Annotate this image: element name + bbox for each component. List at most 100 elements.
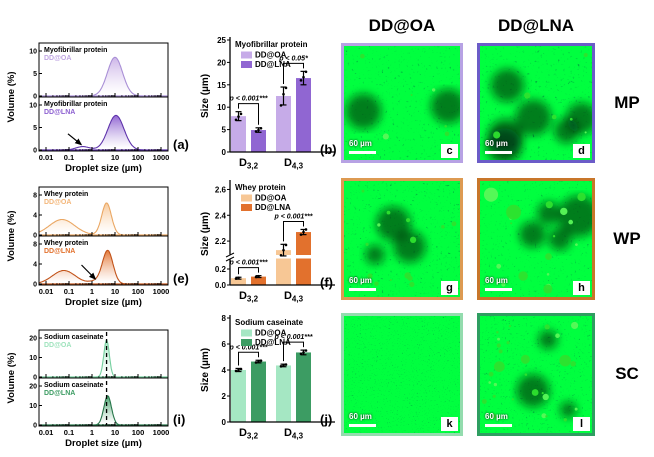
- data-point: [304, 228, 308, 231]
- oil-droplet: [488, 381, 492, 384]
- legend-label: DD@LNA: [255, 338, 291, 347]
- x-tick-label: 0.1: [64, 287, 74, 296]
- scale-bar: [485, 151, 512, 154]
- micrograph-texture: [480, 316, 592, 433]
- oil-droplet: [360, 53, 365, 59]
- micrograph-g: 60 µm g: [341, 178, 463, 300]
- significance-label: p < 0.001***: [229, 260, 268, 267]
- oil-droplet: [389, 278, 392, 282]
- oil-droplet: [441, 225, 445, 229]
- x-axis-title: Droplet size (µm): [65, 438, 142, 449]
- oil-droplet: [367, 273, 373, 279]
- bar-dd-lna: [251, 361, 266, 422]
- panel-letter-d: d: [573, 144, 590, 158]
- oil-droplet: [524, 373, 528, 376]
- dark-patch: [430, 88, 460, 124]
- oil-droplet: [496, 331, 499, 334]
- panel-letter: (a): [173, 137, 189, 152]
- oil-droplet: [496, 263, 502, 269]
- y-tick-label: 6: [222, 340, 227, 349]
- panel-letter-g: g: [441, 281, 458, 295]
- category-label: D4,3: [284, 157, 304, 171]
- y-tick-label: 0: [222, 148, 227, 157]
- oil-droplet: [406, 218, 411, 223]
- oil-droplet: [520, 354, 530, 364]
- row-label-sc: SC: [615, 364, 639, 383]
- oil-droplet: [542, 393, 549, 401]
- panel-letter-k: k: [441, 417, 458, 431]
- dark-patch: [548, 227, 572, 251]
- x-axis-title: Droplet size (µm): [65, 297, 142, 308]
- legend-swatch: [241, 339, 252, 346]
- y-tick-label: 5: [33, 71, 37, 78]
- y-tick-label: 10: [29, 403, 37, 410]
- oil-droplet: [568, 219, 574, 225]
- oil-droplet: [493, 382, 498, 387]
- y-tick-label: 2.2: [215, 237, 227, 246]
- data-point: [254, 275, 258, 279]
- oil-droplet: [365, 242, 369, 246]
- panel-letter-c: c: [441, 144, 458, 158]
- y-tick-label: 20: [29, 336, 37, 343]
- oil-droplet: [496, 343, 501, 348]
- oil-droplet: [570, 361, 576, 367]
- legend-swatch: [241, 61, 252, 68]
- column-header-ddlna: DD@LNA: [497, 16, 575, 35]
- dark-patch: [393, 230, 426, 263]
- oil-droplet: [552, 235, 556, 238]
- oil-droplet: [569, 117, 573, 121]
- scale-bar-label: 60 µm: [349, 412, 372, 421]
- y-tick-label: 10: [217, 103, 226, 112]
- data-point: [254, 130, 258, 133]
- scale-bar-label: 60 µm: [485, 276, 508, 285]
- y-tick-label: 25: [217, 36, 226, 45]
- dark-patch: [490, 68, 524, 102]
- legend-title: Whey protein: [235, 183, 286, 192]
- x-tick-label: 1000: [153, 287, 170, 296]
- micrograph-texture: [344, 181, 460, 297]
- y-tick-label: 10: [29, 355, 37, 362]
- distribution-curve-fill: [39, 57, 168, 96]
- data-point: [257, 128, 260, 132]
- subplot-frame: [38, 96, 169, 152]
- x-tick-label: 1: [90, 287, 94, 296]
- bar-dd-oa: [276, 365, 291, 422]
- y-tick-label: 0: [33, 282, 37, 289]
- significance-label: p < 0.001***: [229, 344, 268, 351]
- micrograph-d: 60 µm d: [477, 43, 595, 163]
- oil-droplet: [545, 415, 548, 418]
- scale-bar-label: 60 µm: [349, 276, 372, 285]
- oil-droplet: [575, 243, 578, 246]
- dark-patch: [558, 195, 592, 238]
- oil-droplet: [541, 392, 544, 395]
- bar-dd-oa: [231, 116, 246, 152]
- y-tick-label: 0: [33, 148, 37, 155]
- legend-label: DD@LNA: [255, 60, 291, 69]
- data-point: [257, 274, 260, 278]
- subplot-sample-label: DD@OA: [44, 199, 71, 206]
- oil-droplet: [361, 189, 365, 193]
- oil-droplet: [541, 413, 547, 419]
- x-tick-label: 1000: [153, 428, 170, 437]
- y-tick-label: 2.6: [215, 185, 227, 194]
- oil-droplet: [407, 275, 413, 281]
- oil-droplet: [545, 253, 552, 260]
- oil-droplet: [545, 201, 553, 209]
- data-point: [284, 363, 288, 366]
- x-tick-label: 100: [132, 287, 145, 296]
- legend-title: Myofibrillar protein: [235, 40, 308, 49]
- oil-droplet: [584, 131, 587, 134]
- oil-droplet: [518, 271, 528, 281]
- oil-droplet: [498, 349, 503, 354]
- panel-letter: (e): [173, 271, 189, 286]
- oil-droplet: [374, 281, 379, 287]
- data-point: [279, 365, 283, 368]
- axis-break-gap: [295, 255, 312, 259]
- data-point: [302, 230, 305, 234]
- oil-droplet: [410, 94, 413, 97]
- x-tick-label: 1000: [153, 153, 170, 162]
- significance-label: p < 0.001***: [274, 213, 313, 220]
- oil-droplet: [481, 399, 487, 404]
- oil-droplet: [574, 407, 578, 411]
- data-point: [284, 243, 288, 247]
